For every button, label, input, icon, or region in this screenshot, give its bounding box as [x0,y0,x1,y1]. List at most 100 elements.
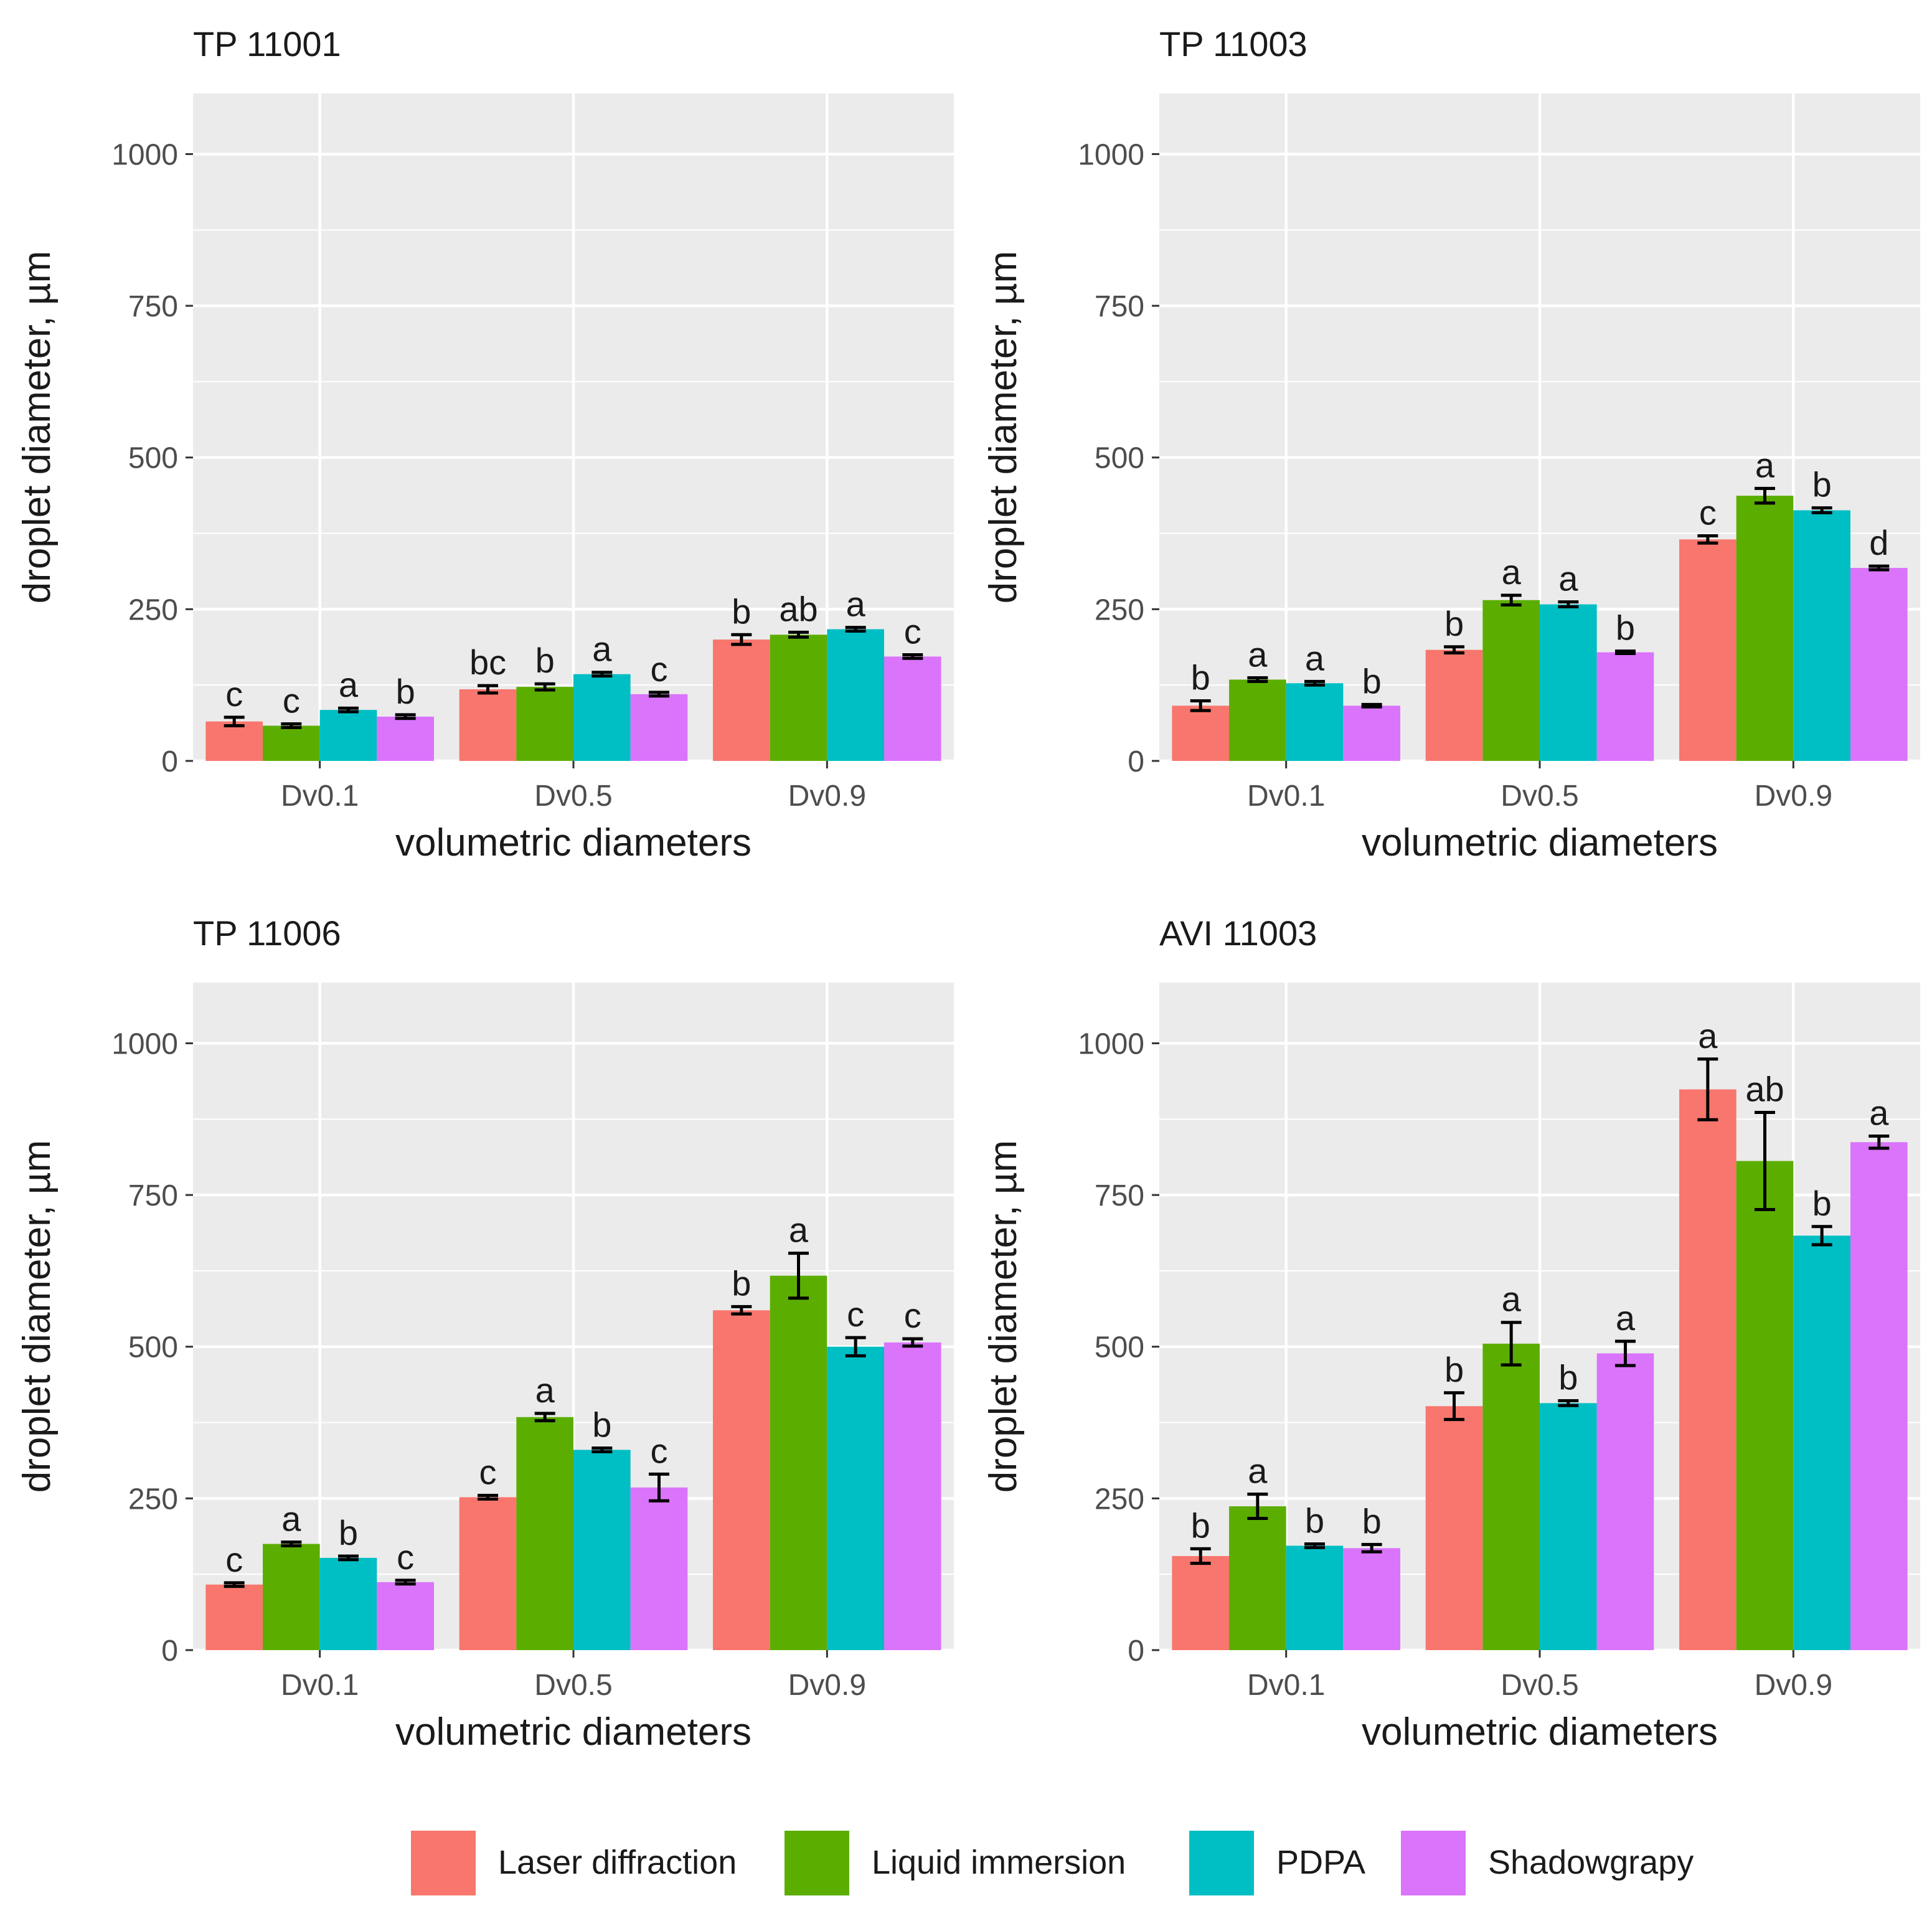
bar [1482,600,1540,761]
legend-swatch-liquid-immersion [785,1831,849,1895]
significance-letter: a [846,585,866,624]
error-bar [1501,593,1522,607]
x-tick-label: Dv0.9 [788,780,866,813]
significance-letter: a [1698,1016,1718,1055]
legend-label-liquid-immersion: Liquid immersion [872,1844,1126,1881]
bar [1850,568,1908,761]
error-bar [1697,534,1718,545]
error-bar [1755,1111,1776,1211]
error-bar [902,1337,923,1348]
significance-letter: a [1755,445,1775,484]
x-tick-label: Dv0.1 [281,780,359,813]
significance-letter: a [1616,1298,1636,1338]
significance-letter: c [650,1431,667,1470]
x-axis-label: volumetric diameters [395,1711,752,1753]
significance-letter: b [1812,465,1832,504]
bar [1172,706,1230,761]
significance-letter: a [1502,552,1522,592]
significance-letter: a [535,1371,555,1410]
bar [459,1497,517,1650]
y-tick-label: 0 [1128,745,1144,778]
x-tick-label: Dv0.9 [1755,780,1832,813]
significance-letter: c [1699,493,1717,532]
significance-letter: a [1502,1280,1522,1319]
error-bar [1755,486,1776,505]
y-axis-label: droplet diameter, µm [16,1140,59,1493]
error-bar [1558,600,1579,608]
significance-letter: b [1444,1350,1464,1389]
error-bar [224,715,245,727]
bar [573,674,631,761]
significance-letter: b [1444,604,1464,643]
error-bar [1247,1493,1268,1521]
bar [1540,1403,1597,1650]
bar [1850,1142,1908,1650]
bar [1172,1555,1230,1650]
legend: Laser diffraction Liquid immersion PDPA … [411,1824,1731,1899]
bar [1793,1235,1850,1650]
bar [1736,1161,1794,1650]
y-tick-label: 500 [1095,442,1144,475]
bar [884,1342,941,1650]
y-tick-label: 1000 [111,138,178,171]
significance-letter: b [1362,1501,1382,1541]
x-tick-label: Dv0.1 [1247,1669,1325,1702]
y-tick-label: 250 [128,1483,178,1516]
bar [1482,1343,1540,1650]
x-tick-label: Dv0.9 [1755,1669,1832,1702]
x-tick-label: Dv0.5 [534,1669,612,1702]
significance-letter: a [1558,559,1578,598]
error-bar [1811,506,1832,514]
error-bar [1304,1542,1325,1549]
error-bar [1444,1391,1465,1422]
significance-letter: c [479,1452,497,1491]
error-bar [478,1493,499,1501]
legend-label-shadowgrapy: Shadowgrapy [1488,1844,1694,1881]
y-tick-label: 750 [1095,290,1144,323]
significance-letter: c [225,674,243,714]
significance-letter: b [339,1513,358,1552]
panel-title: TP 11003 [1159,24,1308,64]
bar [459,689,517,761]
significance-letter: c [225,1540,243,1579]
bar [827,1346,884,1650]
bar [573,1450,631,1650]
y-tick-label: 0 [161,745,178,778]
significance-letter: b [1812,1184,1832,1223]
x-tick-label: Dv0.1 [1247,780,1325,813]
bar [516,1417,573,1650]
error-bar [1361,1542,1382,1554]
error-bar [1868,1135,1890,1150]
error-bar [731,633,752,646]
error-bar [1868,564,1890,572]
significance-letter: b [1616,608,1635,648]
bar [827,629,884,761]
bar [377,1582,434,1650]
y-tick-label: 0 [161,1635,178,1668]
error-bar [337,706,359,714]
x-axis-label: volumetric diameters [395,821,752,864]
error-bar [788,630,809,639]
error-bar [731,1305,752,1316]
error-bar [1558,1399,1579,1407]
bar [1596,1353,1654,1650]
bar [1679,539,1736,761]
y-axis-label: droplet diameter, µm [982,1140,1025,1493]
bar [319,710,377,761]
significance-letter: a [281,1499,301,1539]
bar [1540,604,1597,761]
error-bar [1614,649,1636,656]
significance-letter: b [592,1405,611,1444]
y-tick-label: 250 [1095,593,1144,626]
bar [1229,1506,1286,1650]
y-axis-label: droplet diameter, µm [16,251,59,603]
error-bar [788,1252,809,1300]
significance-letter: c [904,611,921,651]
bar [630,1487,688,1650]
significance-letter: b [1305,1501,1324,1540]
bar [1343,706,1400,761]
error-bar [1811,1225,1832,1247]
error-bar [281,1541,302,1547]
